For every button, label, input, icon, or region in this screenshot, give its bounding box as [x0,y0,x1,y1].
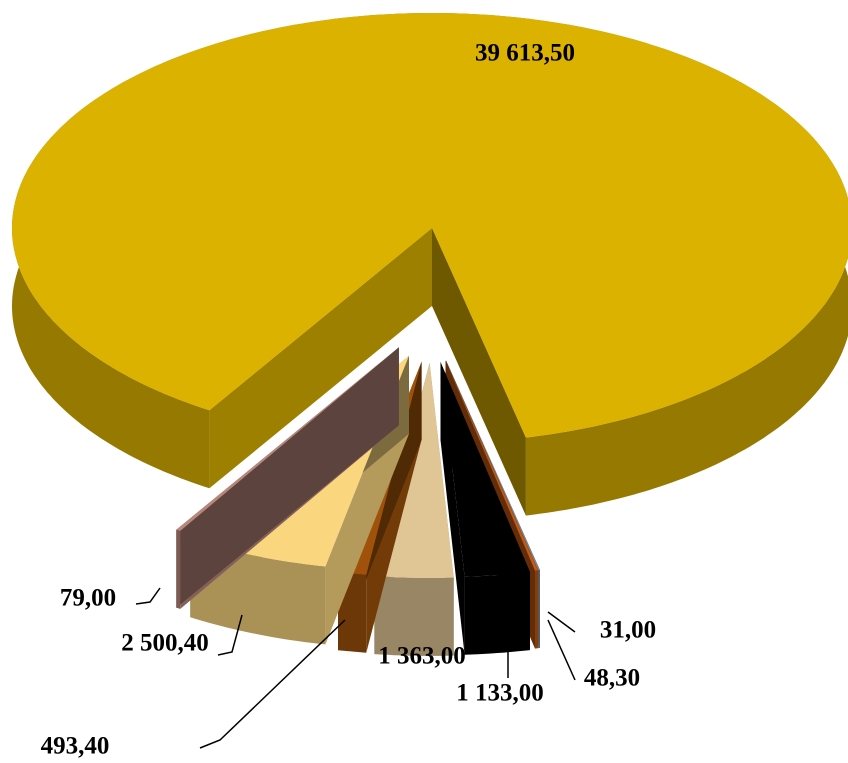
slice-wall [176,529,181,609]
data-label: 1 133,00 [456,680,544,707]
slice-top [445,360,538,571]
data-label: 79,00 [60,585,116,612]
slice [440,362,530,655]
data-label: 39 613,50 [475,40,575,67]
slice-wall [464,572,530,655]
data-label: 48,30 [584,665,640,692]
slice-top [446,360,540,571]
slice-top [440,362,530,577]
slice-side [440,362,465,655]
data-label: 493,40 [41,733,110,760]
slice-top [12,13,848,438]
slice-wall [538,569,540,649]
data-label: 31,00 [600,617,656,644]
slice-wall [374,576,454,656]
slice-side [176,347,399,608]
slice-side [209,228,432,489]
leader-line [217,614,243,656]
leader-line [547,619,576,681]
slice-top [176,347,399,531]
slice [12,13,848,516]
data-label: 1 363,00 [378,643,466,670]
leader-line [547,611,576,633]
leader-line [199,619,346,749]
leader-line [135,587,161,605]
data-label: 2 500,40 [121,630,209,657]
slice [176,347,399,609]
slice-side [432,228,526,516]
slice-wall [535,570,538,649]
